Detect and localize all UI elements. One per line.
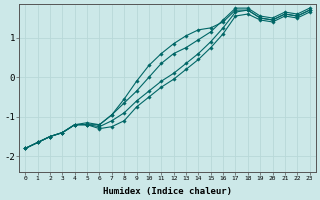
X-axis label: Humidex (Indice chaleur): Humidex (Indice chaleur): [103, 187, 232, 196]
